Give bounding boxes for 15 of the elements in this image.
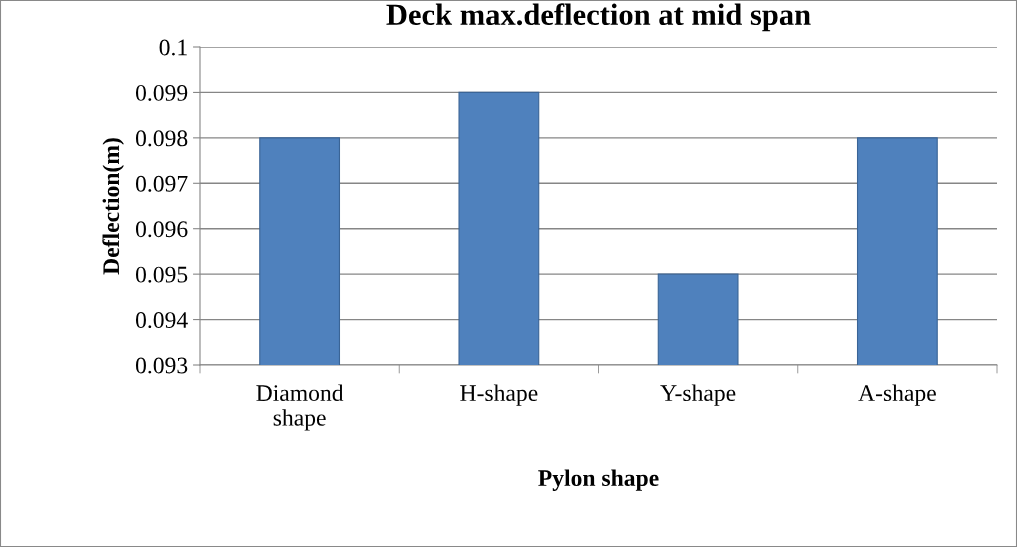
x-tick-label: H-shape	[460, 384, 538, 406]
x-axis-title: Pylon shape	[538, 469, 659, 491]
y-tick-label: 0.097	[135, 175, 188, 192]
y-tick-label: 0.095	[135, 266, 188, 283]
y-tick-label: 0.098	[135, 130, 188, 147]
chart-title: Deck max.deflection at mid span	[386, 3, 811, 32]
y-tick-label: 0.093	[135, 357, 188, 374]
y-tick-label: 0.096	[135, 221, 188, 238]
x-tick-label: Diamond shape	[256, 384, 344, 431]
y-tick-label: 0.094	[135, 312, 188, 329]
x-tick-label: Y-shape	[660, 384, 736, 406]
y-axis-title: Deflection(m)	[102, 138, 124, 275]
x-tick-label: A-shape	[858, 384, 936, 406]
y-tick-label: 0.099	[135, 84, 188, 101]
y-tick-label: 0.1	[159, 39, 187, 56]
